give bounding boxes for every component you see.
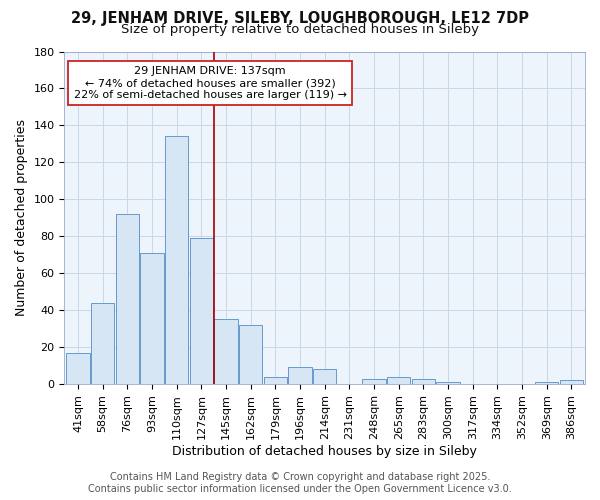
Bar <box>535 382 559 384</box>
Text: 29 JENHAM DRIVE: 137sqm
← 74% of detached houses are smaller (392)
22% of semi-d: 29 JENHAM DRIVE: 137sqm ← 74% of detache… <box>74 66 347 100</box>
Bar <box>214 320 238 384</box>
Text: Size of property relative to detached houses in Sileby: Size of property relative to detached ho… <box>121 22 479 36</box>
Bar <box>289 368 312 384</box>
Bar <box>66 352 89 384</box>
Bar <box>165 136 188 384</box>
Bar <box>387 376 410 384</box>
Bar <box>412 378 435 384</box>
Bar <box>263 376 287 384</box>
Bar <box>436 382 460 384</box>
Bar <box>362 378 386 384</box>
Text: Contains HM Land Registry data © Crown copyright and database right 2025.
Contai: Contains HM Land Registry data © Crown c… <box>88 472 512 494</box>
Bar <box>91 303 115 384</box>
Bar <box>239 325 262 384</box>
Bar <box>140 253 164 384</box>
Bar <box>116 214 139 384</box>
Y-axis label: Number of detached properties: Number of detached properties <box>15 120 28 316</box>
Text: 29, JENHAM DRIVE, SILEBY, LOUGHBOROUGH, LE12 7DP: 29, JENHAM DRIVE, SILEBY, LOUGHBOROUGH, … <box>71 11 529 26</box>
Bar <box>190 238 213 384</box>
Bar <box>560 380 583 384</box>
X-axis label: Distribution of detached houses by size in Sileby: Distribution of detached houses by size … <box>172 444 477 458</box>
Bar <box>313 370 337 384</box>
